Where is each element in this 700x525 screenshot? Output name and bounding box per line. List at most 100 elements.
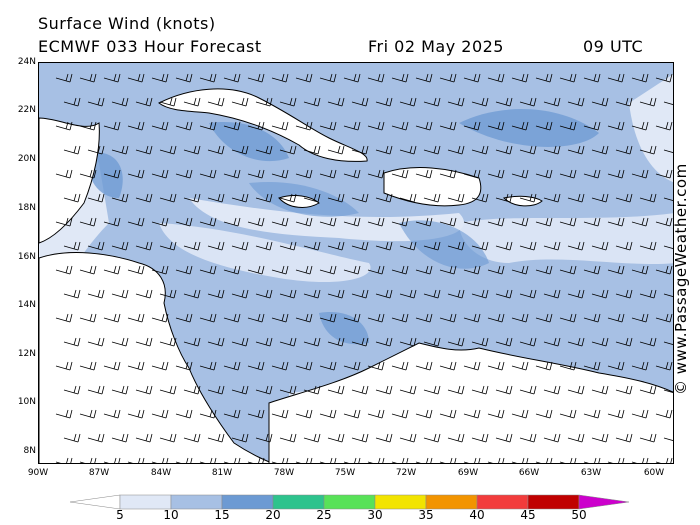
wind-barb [207,241,225,251]
wind-barb [463,265,481,275]
wind-barb [255,241,273,251]
land-puerto-rico [502,195,543,207]
wind-barb [87,97,105,107]
wind-barb [591,193,609,203]
wind-barb [303,145,321,155]
land-central-america [39,252,274,463]
wind-barb [111,97,129,107]
wind-barb [79,121,97,131]
wind-barb [255,385,273,395]
land-yucatan [39,117,100,244]
colorbar-segment-35-40 [425,494,478,510]
wind-barb [303,289,321,299]
wind-barb [399,193,417,203]
wind-barb [543,145,561,155]
lat-label-20n: 20N [17,154,36,164]
wind-barb [151,265,169,275]
wind-barb [183,241,201,251]
wind-barb [607,313,625,323]
wind-barb [351,97,369,107]
wind-barb [415,169,433,179]
colorbar-min-arrow [69,494,121,510]
light-wind-patch-topright [629,74,673,183]
wind-barb [327,193,345,203]
wind-barb [207,289,225,299]
wind-barb [607,265,625,275]
wind-barb [631,121,649,131]
wind-barb [55,121,73,131]
wind-barb [399,145,417,155]
wind-barb [487,217,505,227]
wind-barb [343,361,361,371]
wind-barb [535,265,553,275]
wind-barb [591,385,609,395]
wind-barb [615,145,633,155]
wind-barb [127,313,145,323]
wind-barb [495,289,513,299]
wind-barb [127,217,145,227]
wind-barb [615,433,633,443]
wind-barb [343,169,361,179]
wind-barb [423,433,441,443]
wind-barb [159,337,177,347]
wind-barb [591,97,609,107]
light-wind-band-central [159,223,371,283]
wind-barb [111,433,129,443]
wind-barb [207,433,225,443]
wind-barb [439,169,457,179]
wind-barb [447,289,465,299]
wind-barb [295,457,313,463]
wind-barb [223,73,241,83]
wind-barb [511,121,529,131]
wind-barb [327,145,345,155]
colorbar-label-20: 20 [265,508,281,522]
lat-label-18n: 18N [17,203,36,213]
wind-barb [663,389,673,393]
wind-barb [415,121,433,131]
wind-barb [535,121,553,131]
lon-label-72w: 72W [395,468,417,478]
wind-barb [207,193,225,203]
wind-barb [663,197,673,201]
wind-barb [439,73,457,83]
wind-barb [135,385,153,395]
wind-barb [415,457,433,463]
wind-barb [463,121,481,131]
wind-barb [471,145,489,155]
colorbar-segment-45-50 [527,494,580,510]
wind-barb [559,361,577,371]
wind-barb [151,169,169,179]
colorbar-label-10: 10 [163,508,179,522]
wind-barb [639,193,657,203]
lon-label-84w: 84W [150,468,172,478]
colorbar-segment-15-20 [221,494,274,510]
wind-barb [367,409,385,419]
colorbar-segment-10-15 [170,494,223,510]
wind-barb [351,433,369,443]
wind-barb [207,385,225,395]
wind-barb [367,121,385,131]
wind-barb [55,313,73,323]
wind-barb [111,193,129,203]
wind-barb [391,457,409,463]
wind-barb [663,437,673,441]
wind-barb [223,457,241,463]
wind-barb [87,289,105,299]
strong-wind-patch-colombia [319,312,369,345]
wind-barb [103,217,121,227]
wind-barb [111,145,129,155]
wind-barb [519,97,537,107]
wind-barb [343,121,361,131]
wind-barb [583,73,601,83]
wind-barb [63,97,81,107]
wind-barb [255,193,273,203]
wind-barb [343,409,361,419]
lat-label-8n: 8N [23,446,36,456]
wind-barb [135,193,153,203]
wind-barb [639,289,657,299]
wind-barb [279,433,297,443]
wind-barb [375,289,393,299]
wind-barb [175,121,193,131]
wind-barb [55,217,73,227]
wind-barb [535,409,553,419]
